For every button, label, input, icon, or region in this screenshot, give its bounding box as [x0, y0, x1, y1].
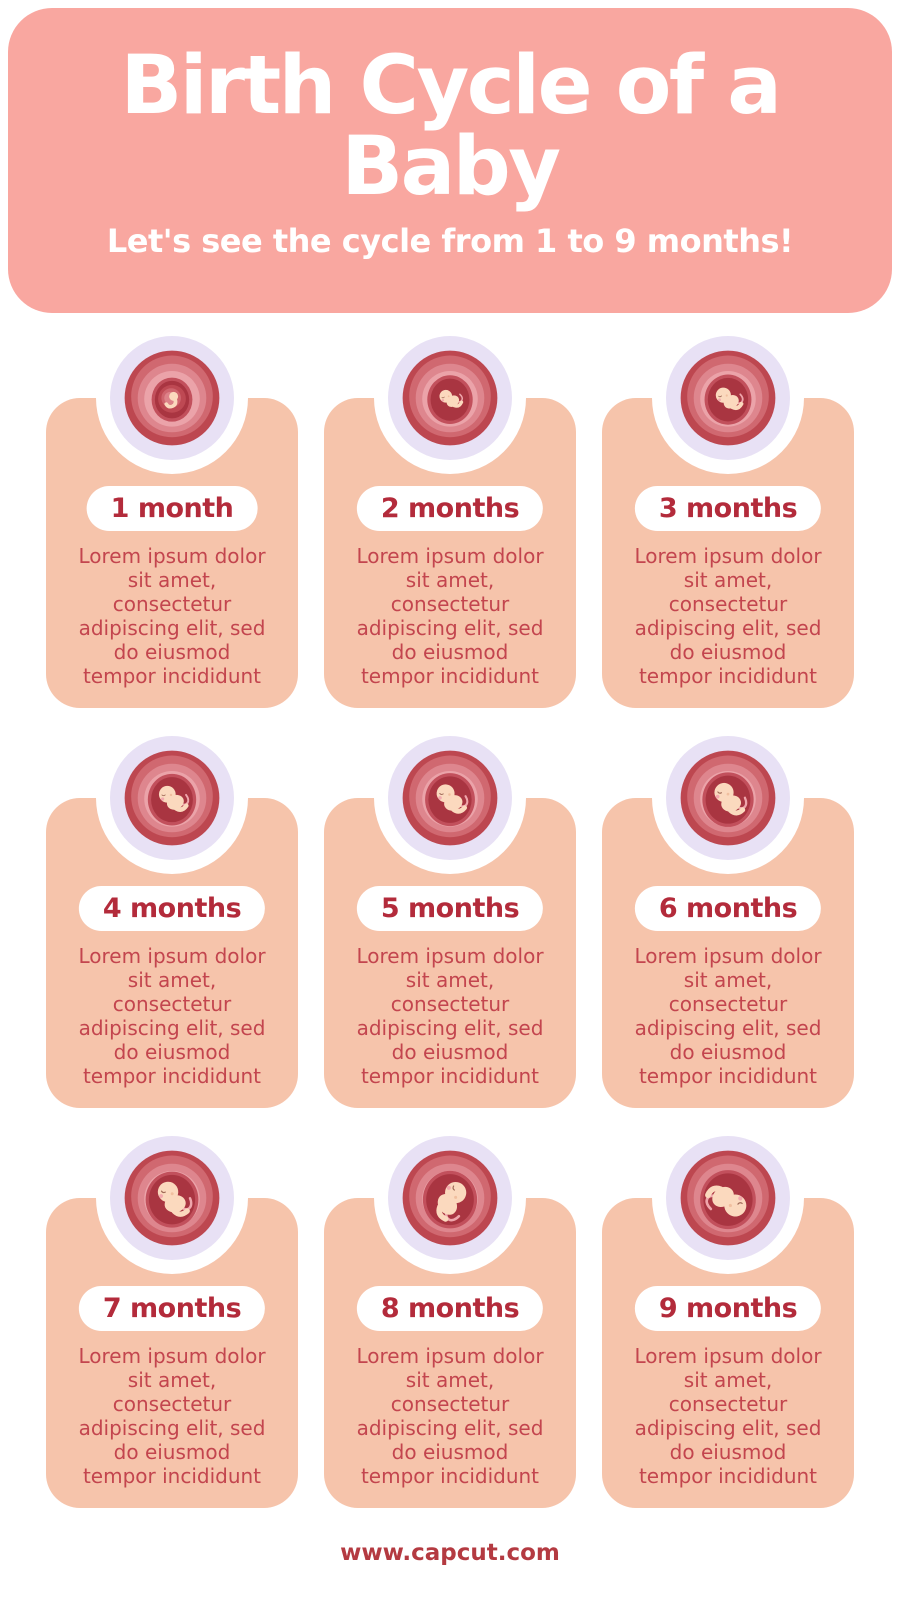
- fetus-in-womb-month-3-icon: [680, 350, 776, 446]
- illustration-ring: [666, 1136, 790, 1260]
- illustration-ring: [110, 736, 234, 860]
- website-footer: www.capcut.com: [340, 1540, 560, 1566]
- month-label: 2 months: [380, 493, 520, 524]
- card-month-4: 4 months Lorem ipsum dolor sit amet, con…: [46, 722, 298, 1108]
- month-description: Lorem ipsum dolor sit amet, consectetur …: [634, 1344, 822, 1488]
- illustration-ring: [388, 736, 512, 860]
- month-description: Lorem ipsum dolor sit amet, consectetur …: [78, 1344, 266, 1488]
- month-description: Lorem ipsum dolor sit amet, consectetur …: [78, 544, 266, 688]
- month-label: 7 months: [102, 1293, 242, 1324]
- card-month-2: 2 months Lorem ipsum dolor sit amet, con…: [324, 322, 576, 708]
- illustration-notch: [652, 722, 804, 874]
- month-description: Lorem ipsum dolor sit amet, consectetur …: [356, 944, 544, 1088]
- illustration-ring: [666, 736, 790, 860]
- fetus-in-womb-month-7-icon: [124, 1150, 220, 1246]
- card-month-6: 6 months Lorem ipsum dolor sit amet, con…: [602, 722, 854, 1108]
- fetus-in-womb-month-6-icon: [680, 750, 776, 846]
- month-label: 1 month: [110, 493, 234, 524]
- month-label-pill: 2 months: [356, 486, 544, 531]
- month-description: Lorem ipsum dolor sit amet, consectetur …: [634, 544, 822, 688]
- months-grid: 1 month Lorem ipsum dolor sit amet, cons…: [46, 322, 854, 1508]
- month-description: Lorem ipsum dolor sit amet, consectetur …: [356, 1344, 544, 1488]
- card-month-9: 9 months Lorem ipsum dolor sit amet, con…: [602, 1122, 854, 1508]
- header-banner: Birth Cycle of a Baby Let's see the cycl…: [8, 8, 892, 313]
- illustration-notch: [652, 1122, 804, 1274]
- illustration-notch: [374, 322, 526, 474]
- month-label: 6 months: [658, 893, 798, 924]
- month-label: 5 months: [380, 893, 520, 924]
- month-label-pill: 3 months: [634, 486, 822, 531]
- card-month-7: 7 months Lorem ipsum dolor sit amet, con…: [46, 1122, 298, 1508]
- month-description: Lorem ipsum dolor sit amet, consectetur …: [356, 544, 544, 688]
- card-month-8: 8 months Lorem ipsum dolor sit amet, con…: [324, 1122, 576, 1508]
- illustration-ring: [666, 336, 790, 460]
- illustration-ring: [388, 1136, 512, 1260]
- month-label-pill: 8 months: [356, 1286, 544, 1331]
- page-title: Birth Cycle of a Baby: [120, 39, 782, 214]
- month-label-pill: 1 month: [86, 486, 258, 531]
- illustration-notch: [96, 1122, 248, 1274]
- card-month-3: 3 months Lorem ipsum dolor sit amet, con…: [602, 322, 854, 708]
- month-label: 8 months: [380, 1293, 520, 1324]
- illustration-ring: [110, 336, 234, 460]
- page-subtitle: Let's see the cycle from 1 to 9 months!: [106, 222, 794, 260]
- illustration-notch: [374, 722, 526, 874]
- month-label-pill: 9 months: [634, 1286, 822, 1331]
- month-description: Lorem ipsum dolor sit amet, consectetur …: [634, 944, 822, 1088]
- card-month-1: 1 month Lorem ipsum dolor sit amet, cons…: [46, 322, 298, 708]
- illustration-ring: [388, 336, 512, 460]
- illustration-ring: [110, 1136, 234, 1260]
- month-label-pill: 4 months: [78, 886, 266, 931]
- illustration-notch: [96, 322, 248, 474]
- month-label-pill: 5 months: [356, 886, 544, 931]
- month-label: 9 months: [658, 1293, 798, 1324]
- card-month-5: 5 months Lorem ipsum dolor sit amet, con…: [324, 722, 576, 1108]
- month-label-pill: 7 months: [78, 1286, 266, 1331]
- fetus-in-womb-month-2-icon: [402, 350, 498, 446]
- fetus-in-womb-month-1-icon: [124, 350, 220, 446]
- month-description: Lorem ipsum dolor sit amet, consectetur …: [78, 944, 266, 1088]
- illustration-notch: [652, 322, 804, 474]
- month-label: 4 months: [102, 893, 242, 924]
- illustration-notch: [374, 1122, 526, 1274]
- fetus-in-womb-month-8-icon: [402, 1150, 498, 1246]
- fetus-in-womb-month-4-icon: [124, 750, 220, 846]
- month-label-pill: 6 months: [634, 886, 822, 931]
- month-label: 3 months: [658, 493, 798, 524]
- fetus-in-womb-month-9-icon: [680, 1150, 776, 1246]
- illustration-notch: [96, 722, 248, 874]
- fetus-in-womb-month-5-icon: [402, 750, 498, 846]
